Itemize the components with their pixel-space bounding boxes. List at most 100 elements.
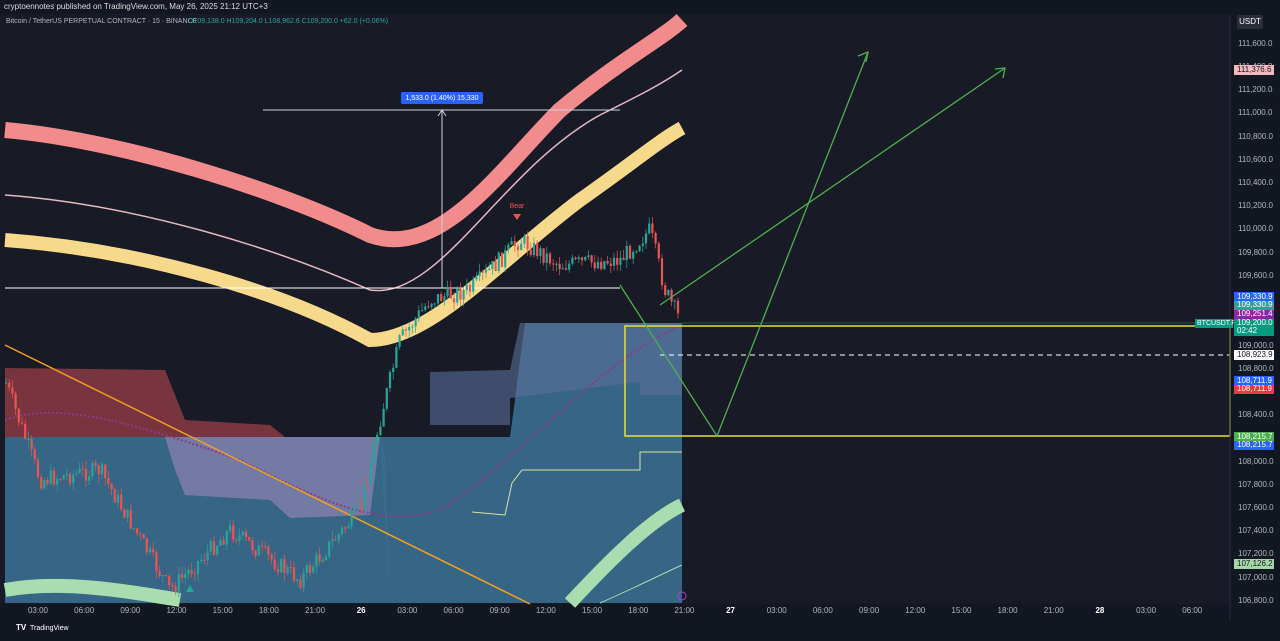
candle-body (545, 253, 548, 263)
candle-body (312, 566, 315, 573)
candle-body (276, 568, 280, 573)
footer-logo: TV (16, 623, 27, 632)
price-tag: 108,711.9 (1237, 384, 1273, 393)
tag-bg (1234, 301, 1274, 310)
price-label: 107,800.0 (1238, 480, 1274, 489)
candle-body (635, 251, 638, 253)
price-tag: 108,215.7 (1237, 432, 1273, 441)
candle-body (107, 477, 110, 484)
projection-1 (619, 51, 869, 438)
candle-body (504, 249, 507, 267)
time-label: 28 (1095, 606, 1104, 615)
candle-body (497, 252, 500, 272)
price-label: 111,600.0 (1238, 39, 1273, 48)
price-tag: 109,330.9 (1237, 292, 1273, 301)
replay-icon[interactable] (677, 591, 687, 601)
price-label: 111,200.0 (1238, 85, 1273, 94)
candle-body (264, 546, 267, 548)
time-label: 15:00 (213, 606, 234, 615)
time-label: 06:00 (444, 606, 465, 615)
candle-body (436, 294, 440, 304)
candle-body (596, 261, 600, 269)
measure-box (401, 92, 483, 104)
candle-body (196, 560, 200, 575)
time-label: 15:00 (582, 606, 603, 615)
candle-body (20, 422, 24, 424)
candle-body (625, 245, 628, 261)
candle-body (164, 575, 168, 577)
candle-body (27, 438, 30, 440)
candle-body (638, 245, 641, 252)
mid-band (4, 69, 683, 292)
candle-body (392, 367, 395, 373)
tag-bg (1234, 319, 1274, 336)
candle-body (232, 525, 235, 540)
symbol: Bitcoin / TetherUS PERPETUAL CONTRACT · … (6, 18, 198, 25)
candle-body (251, 540, 254, 551)
tag-bg (1195, 319, 1233, 328)
candle-body (152, 548, 155, 553)
time-label: 21:00 (674, 606, 695, 615)
candle-body (305, 565, 308, 573)
candle-body (56, 478, 59, 485)
candle-body (520, 243, 523, 251)
candle-body (100, 464, 104, 475)
candle-body (452, 298, 456, 303)
footer: TradingView (30, 625, 69, 632)
candle-body (401, 329, 404, 336)
currency[interactable]: USDT (1239, 17, 1261, 26)
candle-body (385, 388, 388, 409)
candle-body (369, 462, 372, 485)
candle-body (155, 552, 158, 571)
price-label: 107,000.0 (1238, 573, 1274, 582)
candle-body (446, 286, 449, 297)
candle-body (328, 541, 331, 557)
candle-body (33, 449, 36, 460)
candle-body (244, 531, 248, 537)
candle-body (641, 243, 644, 246)
candle-body (116, 494, 120, 503)
candle-body (513, 241, 516, 247)
candle-body (353, 507, 356, 511)
candle-body (606, 260, 609, 264)
candle-body (427, 306, 430, 308)
time-label: 06:00 (74, 606, 95, 615)
candle-body (260, 545, 264, 547)
price-tags: 111,376.6 109,330.9 109,330.9 109,251.4 … (1195, 65, 1274, 569)
candle-body (644, 233, 648, 244)
candle-body (478, 271, 481, 277)
price-axis: 111,600.0 111,400.0 111,200.0 111,000.0 … (1238, 39, 1274, 605)
candle-body (59, 478, 62, 480)
candle-body (110, 483, 113, 490)
time-label: 09:00 (120, 606, 141, 615)
candle-body (584, 257, 587, 261)
time-label: 12:00 (536, 606, 557, 615)
candle-body (417, 310, 420, 319)
candle-body (523, 236, 526, 244)
candle-body (340, 527, 344, 535)
currency-box[interactable] (1237, 15, 1263, 29)
time-label: 03:00 (397, 606, 418, 615)
candle-body (600, 261, 603, 269)
candle-body (318, 554, 321, 562)
candle-body (676, 300, 680, 314)
candle-body (248, 536, 251, 541)
candle-body (161, 575, 164, 577)
candle-body (388, 372, 392, 389)
candle-body (200, 559, 203, 561)
candle-body (225, 531, 228, 545)
bear-label: Bear (510, 203, 525, 210)
candle-body (62, 475, 65, 480)
candle-body (356, 504, 360, 508)
candle-body (542, 248, 545, 263)
yellow-band (4, 121, 686, 348)
candle-body (577, 257, 580, 260)
candle-body (40, 477, 43, 489)
candle-body (84, 468, 88, 481)
price-label: 110,600.0 (1238, 155, 1274, 164)
candle-body (363, 484, 366, 508)
candle-body (609, 263, 612, 266)
time-label: 09:00 (859, 606, 880, 615)
candle-body (126, 509, 129, 518)
